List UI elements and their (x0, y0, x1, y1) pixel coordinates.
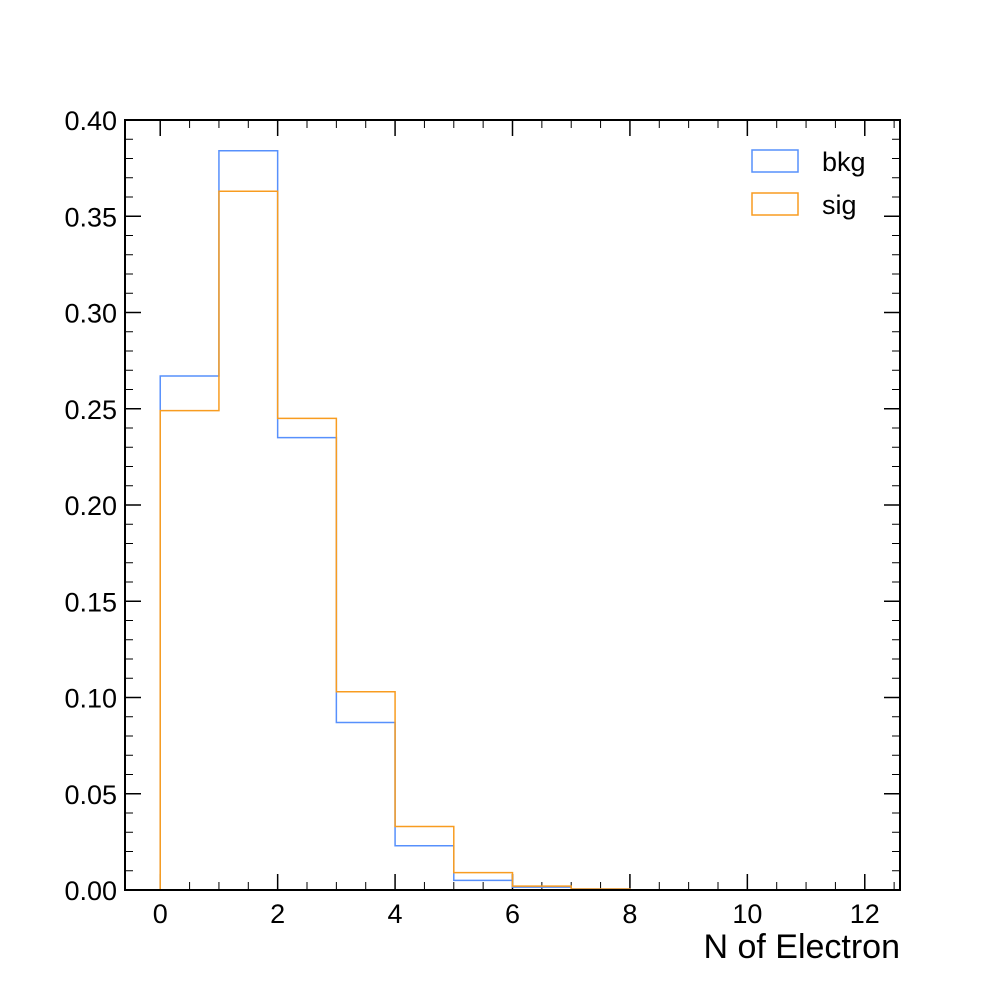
legend-swatch-bkg (751, 149, 799, 173)
legend-swatch-sig (751, 192, 799, 216)
major-ticks (125, 119, 900, 891)
x-axis-label: N of Electron (703, 928, 900, 966)
plot-frame (124, 119, 901, 891)
legend-label-sig: sig (822, 190, 857, 220)
x-tick-label: 6 (505, 899, 520, 929)
legend: bkg sig (751, 147, 866, 220)
x-tick-label: 10 (732, 899, 762, 929)
y-tick-label: 0.00 (64, 876, 117, 906)
series-layer (159, 150, 865, 891)
minor-ticks (125, 120, 900, 890)
x-tick-label: 12 (850, 899, 880, 929)
y-tick-label: 0.25 (64, 395, 117, 425)
y-tick-label: 0.10 (64, 684, 117, 714)
series-sig-step (159, 190, 865, 891)
x-tick-label: 4 (388, 899, 403, 929)
x-tick-label: 2 (270, 899, 285, 929)
series-bkg-step (159, 150, 865, 891)
y-tick-label: 0.30 (64, 299, 117, 329)
x-tick-label: 0 (153, 899, 168, 929)
legend-label-bkg: bkg (822, 147, 866, 177)
y-tick-label: 0.05 (64, 780, 117, 810)
x-tick-label: 8 (622, 899, 637, 929)
y-tick-label: 0.15 (64, 587, 117, 617)
y-tick-label: 0.35 (64, 202, 117, 232)
y-tick-label: 0.20 (64, 491, 117, 521)
y-tick-label: 0.40 (64, 106, 117, 136)
tick-labels: 0 2 4 6 8 10 12 0.00 0.05 0.10 0.15 0.20 0.25 0.30 0.3… (64, 106, 879, 929)
